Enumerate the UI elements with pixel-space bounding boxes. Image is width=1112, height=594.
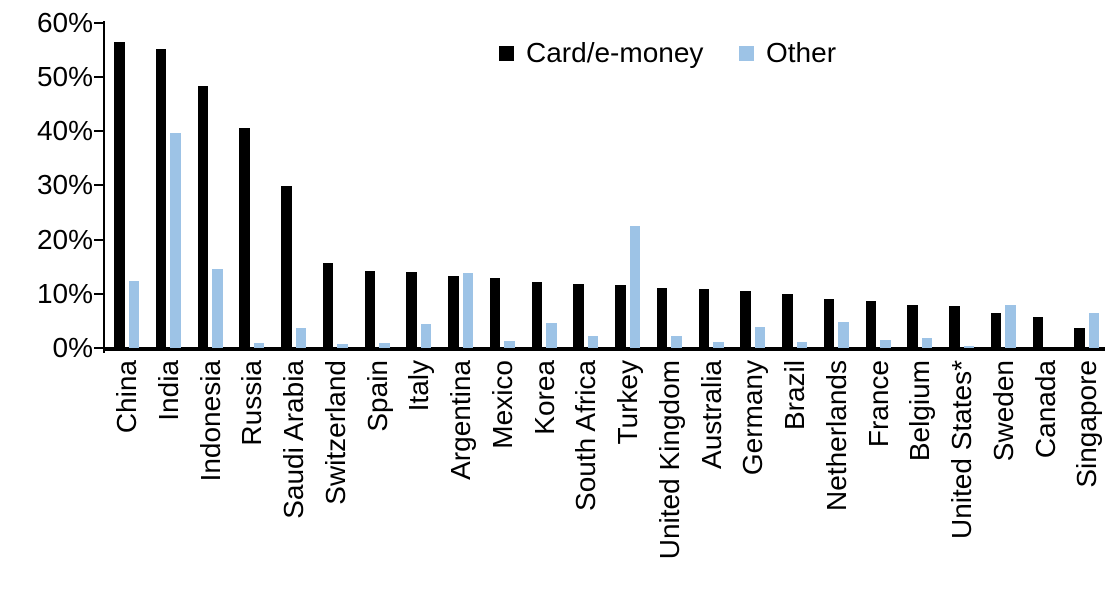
bar-card-e-money-germany: [740, 290, 751, 348]
legend-label-card-e-money: Card/e-money: [526, 37, 704, 68]
bar-other-netherlands: [838, 321, 849, 348]
bar-other-belgium: [921, 338, 933, 348]
bar-card-e-money-russia: [239, 127, 250, 348]
bar-card-e-money-spain: [364, 271, 375, 348]
bar-other-saudi-arabia: [295, 327, 306, 348]
bar-other-russia: [253, 342, 265, 348]
x-axis-label: Australia: [695, 360, 727, 469]
y-axis-tick: [94, 184, 103, 187]
bar-other-brazil: [796, 342, 807, 348]
bar-card-e-money-argentina: [448, 275, 459, 348]
legend-swatch-other: [739, 46, 754, 61]
x-axis-label: Brazil: [779, 360, 810, 431]
bar-card-e-money-australia: [698, 289, 709, 348]
bar-card-e-money-italy: [406, 271, 417, 348]
x-axis-label: Sweden: [987, 360, 1019, 462]
x-axis-label: Spain: [361, 360, 393, 432]
bar-card-e-money-saudi-arabia: [281, 185, 292, 348]
y-axis-line: [103, 21, 105, 353]
bar-card-e-money-mexico: [489, 278, 501, 348]
x-axis-label: Turkey: [612, 360, 643, 445]
legend-swatch-card-e-money: [499, 46, 514, 61]
bar-card-e-money-united-kingdom: [656, 288, 668, 348]
x-axis-label: Mexico: [486, 360, 518, 449]
legend-item-other[interactable]: Other: [739, 38, 836, 68]
bar-card-e-money-indonesia: [197, 85, 208, 348]
y-axis-tick-label: 0%: [52, 332, 93, 363]
bar-other-france: [880, 340, 891, 348]
y-axis-tick: [94, 130, 103, 133]
x-axis-label: Saudi Arabia: [278, 360, 309, 519]
legend-label-other: Other: [766, 37, 837, 68]
y-axis-tick-label: 30%: [36, 169, 93, 201]
bar-other-mexico: [504, 340, 515, 348]
x-axis-label: Canada: [1029, 360, 1061, 459]
bar-other-spain: [379, 343, 390, 348]
bar-other-india: [170, 132, 181, 348]
bar-other-indonesia: [212, 268, 223, 348]
bar-card-e-money-switzerland: [322, 262, 334, 348]
bar-other-singapore: [1088, 312, 1100, 348]
x-axis-label: Belgium: [904, 360, 936, 462]
bar-other-korea: [546, 323, 557, 348]
y-axis-tick-label: 40%: [36, 115, 93, 147]
x-axis-label: India: [152, 360, 184, 421]
x-axis-label: South Africa: [570, 360, 602, 511]
x-axis-label: Singapore: [1071, 360, 1103, 488]
bar-other-united-states: [963, 346, 974, 348]
bar-card-e-money-netherlands: [823, 298, 835, 348]
x-axis-label: China: [111, 360, 142, 434]
bar-other-united-kingdom: [671, 335, 682, 348]
y-axis-tick: [94, 21, 103, 24]
x-axis-label: Korea: [528, 360, 560, 435]
bar-card-e-money-south-africa: [573, 284, 584, 348]
y-axis-tick: [94, 347, 103, 349]
bar-card-e-money-korea: [531, 282, 542, 348]
bar-card-e-money-india: [155, 49, 167, 348]
x-axis-label: Argentina: [445, 360, 476, 480]
bar-other-italy: [420, 323, 432, 348]
x-axis-label: United States*: [946, 360, 977, 539]
x-axis-label: United Kingdom: [653, 360, 685, 560]
x-axis-label: Switzerland: [319, 360, 351, 505]
bar-card-e-money-singapore: [1074, 327, 1085, 348]
x-axis-label: Italy: [403, 360, 435, 412]
x-axis-label: Indonesia: [194, 360, 226, 482]
y-axis-tick-label: 60%: [36, 6, 93, 38]
bar-card-e-money-sweden: [990, 313, 1002, 348]
x-axis-line: [103, 347, 1105, 351]
y-axis-tick-label: 20%: [36, 223, 93, 255]
bar-other-china: [128, 281, 139, 348]
bar-other-switzerland: [337, 344, 348, 348]
bar-card-e-money-turkey: [615, 285, 626, 348]
bar-other-germany: [754, 327, 766, 348]
bar-other-argentina: [462, 272, 473, 348]
bar-card-e-money-united-states: [949, 305, 960, 348]
y-axis-tick-label: 10%: [36, 277, 93, 309]
x-axis-label: France: [862, 360, 894, 448]
bar-other-sweden: [1005, 304, 1016, 348]
y-axis-tick: [94, 76, 103, 78]
bar-card-e-money-china: [114, 42, 125, 348]
x-axis-label: Russia: [236, 360, 268, 446]
y-axis-tick: [94, 292, 103, 295]
bar-other-south-africa: [587, 335, 599, 348]
bar-card-e-money-brazil: [782, 293, 793, 348]
x-axis-label: Netherlands: [820, 360, 852, 511]
y-axis-tick-label: 50%: [36, 61, 93, 92]
bar-other-turkey: [629, 225, 640, 348]
bar-card-e-money-canada: [1032, 316, 1043, 348]
bar-card-e-money-france: [865, 301, 876, 348]
legend-item-card-e-money[interactable]: Card/e-money: [499, 38, 703, 68]
y-axis-tick: [94, 238, 103, 241]
bar-other-australia: [713, 342, 724, 348]
bar-card-e-money-belgium: [907, 305, 918, 348]
x-axis-label: Germany: [737, 360, 769, 476]
